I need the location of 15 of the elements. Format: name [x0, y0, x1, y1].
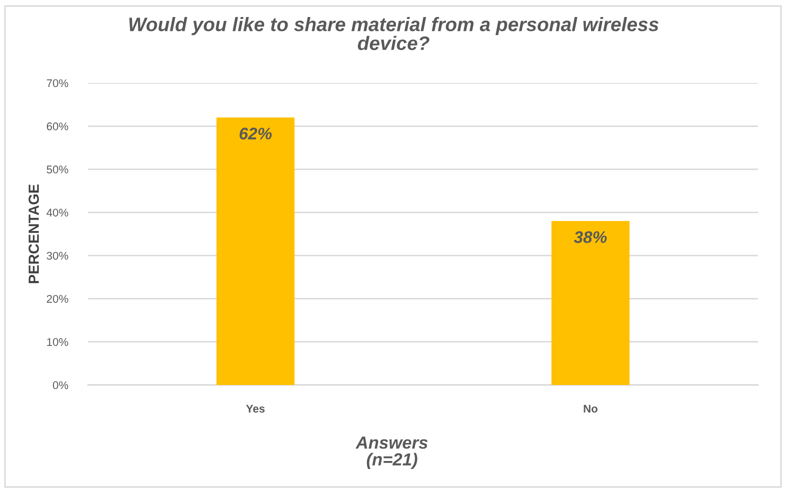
x-axis-title: Answers (n=21) [355, 436, 428, 469]
y-tick-label: 10% [47, 338, 68, 346]
y-tick-label: 30% [46, 252, 68, 260]
data-label: 62% [240, 128, 272, 140]
y-tick-label: 20% [46, 294, 68, 303]
x-tick-label: No [584, 404, 598, 413]
data-label: 38% [574, 231, 607, 244]
y-tick-label: 40% [46, 208, 68, 217]
chart-title: Would you like to share material from a personal wireless device? [129, 17, 659, 50]
y-tick-label: 60% [46, 122, 68, 130]
y-tick-label: 70% [46, 79, 68, 88]
x-tick-label: Yes [246, 404, 265, 413]
y-axis-title: PERCENTAGE [28, 184, 39, 284]
y-tick-label: 0% [52, 381, 68, 390]
y-tick-label: 50% [46, 166, 68, 174]
